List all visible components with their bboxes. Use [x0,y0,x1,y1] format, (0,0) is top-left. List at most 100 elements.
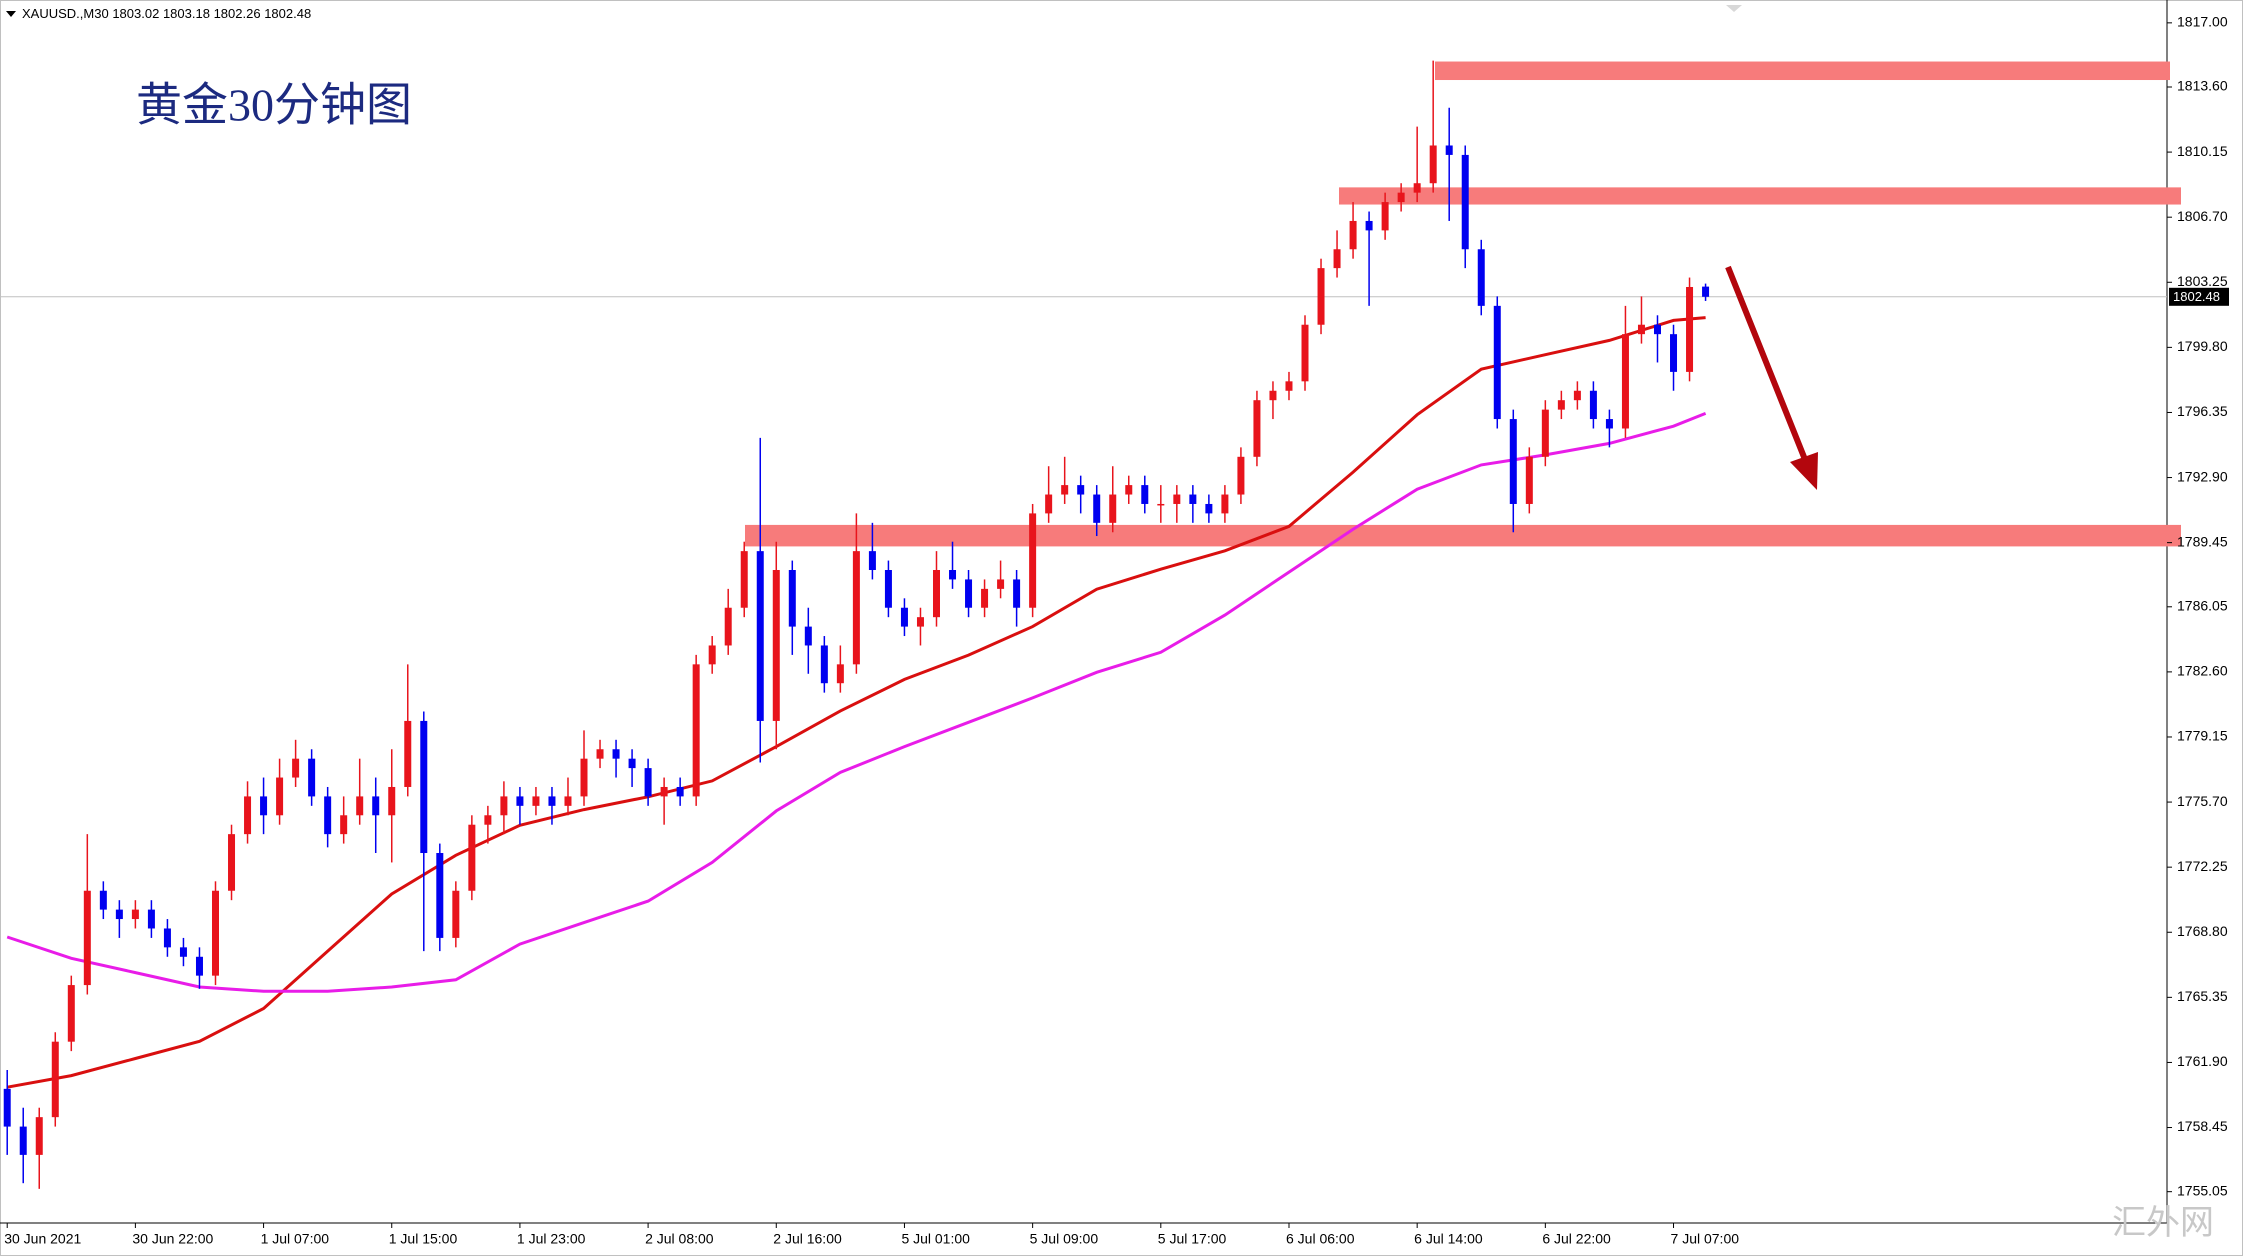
candle-body [644,768,652,797]
y-tick-label: 1765.35 [2177,988,2228,1004]
candle-body [420,720,428,854]
candle-body [115,909,123,920]
y-tick-label: 1803.25 [2177,273,2228,289]
candle-body [724,607,732,646]
x-tick-label: 5 Jul 01:00 [901,1231,970,1247]
x-tick-label: 1 Jul 07:00 [261,1231,330,1247]
candle-body [1670,334,1678,372]
candle-body [292,758,300,778]
candle-body [1189,494,1197,504]
candle-body [1461,154,1469,250]
shift-marker [1726,5,1742,12]
candle-body [1605,419,1613,429]
x-tick-label: 30 Jun 2021 [4,1231,81,1247]
price-zone [745,524,2181,547]
candle-body [1173,494,1181,504]
y-tick-label: 1806.70 [2177,208,2228,224]
y-tick-label: 1761.90 [2177,1053,2228,1069]
candle-body [484,815,492,825]
moving-average [6,412,1707,993]
candle-body [1237,456,1245,495]
candle-body [1509,419,1517,504]
candle-body [179,947,187,957]
candle-body [772,570,780,721]
candle-body [1141,485,1149,504]
candle-body [99,890,107,910]
candle-body [740,551,748,608]
y-tick-label: 1799.80 [2177,338,2228,354]
candle-body [708,645,716,665]
candle-body [1253,400,1261,457]
candle-body [35,1117,43,1155]
candle-body [660,786,668,797]
candle-body [67,985,75,1042]
candle-body [628,758,636,769]
y-tick-label: 1775.70 [2177,793,2228,809]
candle-body [1045,494,1053,514]
candle-body [51,1041,59,1118]
close-value: 1802.48 [264,6,311,21]
candle-body [436,853,444,938]
y-tick-label: 1772.25 [2177,858,2228,874]
zones [745,61,2181,547]
candle-body [1365,220,1373,231]
candle-body [596,749,604,759]
candle-body [868,551,876,571]
candle-body [949,570,957,580]
candle-body [788,570,796,627]
menu-triangle [6,11,16,17]
candle-body [1493,305,1501,420]
candle-body [1061,485,1069,495]
candle-body [1301,324,1309,382]
y-tick-label: 1755.05 [2177,1182,2228,1198]
candle-body [1093,494,1101,523]
candle-body [564,796,572,806]
candle-body [131,909,139,920]
candle-body [404,720,412,787]
candle-body [500,796,508,816]
candle-body [836,664,844,684]
candle-body [244,796,252,835]
candle-body [1557,400,1565,410]
moving-average [6,316,1706,1089]
candle-body [932,570,940,618]
candle-body [852,551,860,665]
x-tick-label: 2 Jul 16:00 [773,1231,842,1247]
candle-body [1157,503,1165,506]
y-tick-label: 1813.60 [2177,78,2228,94]
candle-body [276,777,284,816]
candle-body [1637,324,1645,335]
symbol: XAUUSD.,M30 [22,6,109,21]
candle-body [1573,390,1581,401]
candle-body [900,607,908,627]
y-tick-label: 1782.60 [2177,663,2228,679]
candle-body [1397,192,1405,203]
plot [0,60,2167,1189]
price-zone [1435,61,2170,81]
y-tick-label: 1779.15 [2177,728,2228,744]
high-value: 1803.18 [163,6,210,21]
x-tick-label: 6 Jul 22:00 [1542,1231,1611,1247]
y-tick-label: 1789.45 [2177,533,2228,549]
candle-body [228,834,236,891]
candle-body [820,645,828,684]
candle-body [756,551,764,721]
x-tick-label: 1 Jul 23:00 [517,1231,586,1247]
x-tick-label: 1 Jul 15:00 [389,1231,458,1247]
candle-body [260,796,268,816]
candle-body [884,570,892,608]
candle-body [1653,324,1661,335]
candle-body [1077,485,1085,495]
price-zone [1339,187,2181,205]
watermark: 汇外网 [2112,1204,2214,1242]
price-label-box [2169,287,2229,306]
y-tick-label: 1768.80 [2177,923,2228,939]
candle-body [1109,494,1117,523]
candle-body [1541,409,1549,457]
open-value: 1803.02 [112,6,159,21]
candle-body [1589,390,1597,420]
candle-body [3,1088,11,1127]
y-tick-label: 1792.90 [2177,468,2228,484]
candle-body [308,758,316,797]
